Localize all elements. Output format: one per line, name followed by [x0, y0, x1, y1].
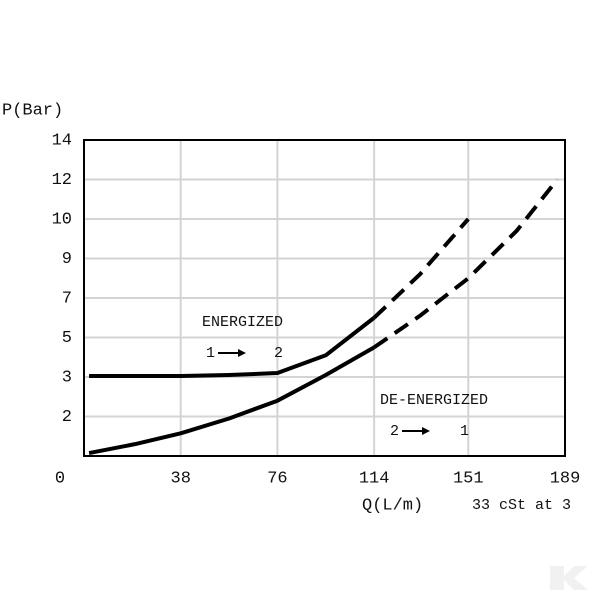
- annotation-from: 2: [390, 423, 399, 440]
- annotation: DE-ENERGIZED: [380, 392, 488, 409]
- x-axis-label: Q(L/m): [362, 496, 423, 515]
- curve: [88, 345, 376, 456]
- y-tick-label: 12: [52, 171, 72, 190]
- watermark: [550, 566, 588, 590]
- curve: [372, 178, 559, 350]
- y-axis-label: P(Bar): [2, 101, 63, 120]
- x-tick-label: 38: [171, 469, 191, 488]
- x-tick-label: 76: [267, 469, 287, 488]
- curve: [89, 316, 376, 379]
- curve: [372, 217, 470, 320]
- arrow-head: [238, 349, 246, 357]
- plot-frame: [83, 139, 566, 457]
- y-tick-label: 7: [62, 289, 72, 308]
- x-tick-label: 189: [550, 469, 581, 488]
- annotation: ENERGIZED: [202, 314, 283, 331]
- annotation-to: 1: [460, 423, 469, 440]
- y-tick-label: 2: [62, 408, 72, 427]
- y-tick-label: 10: [52, 210, 72, 229]
- y-tick-label: 3: [62, 368, 72, 387]
- note: 33 cSt at 3: [472, 497, 571, 514]
- y-tick-label: 9: [62, 250, 72, 269]
- y-tick-label: 5: [62, 329, 72, 348]
- x-tick-label: 114: [359, 469, 390, 488]
- x-tick-label: 0: [55, 469, 65, 488]
- annotation-from: 1: [206, 345, 215, 362]
- arrow-head: [422, 427, 430, 435]
- x-tick-label: 151: [453, 469, 484, 488]
- y-tick-label: 14: [52, 131, 72, 150]
- annotation-to: 2: [274, 345, 283, 362]
